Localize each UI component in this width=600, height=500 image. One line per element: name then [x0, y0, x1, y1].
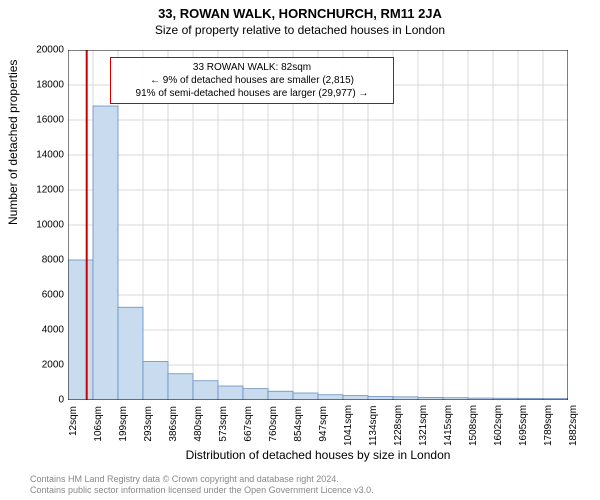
- annotation-line-2: ← 9% of detached houses are smaller (2,8…: [117, 74, 387, 87]
- annotation-line-1: 33 ROWAN WALK: 82sqm: [117, 61, 387, 74]
- x-tick-label: 480sqm: [193, 406, 204, 446]
- x-tick-label: 12sqm: [68, 406, 79, 446]
- footer-line-1: Contains HM Land Registry data © Crown c…: [30, 474, 374, 485]
- x-tick-label: 1882sqm: [568, 406, 579, 446]
- x-tick-label: 1695sqm: [518, 406, 529, 446]
- histogram-bar: [68, 260, 93, 400]
- x-tick-label: 1602sqm: [493, 406, 504, 446]
- x-tick-label: 760sqm: [268, 406, 279, 446]
- y-tick-label: 2000: [4, 360, 64, 371]
- y-tick-label: 18000: [4, 80, 64, 91]
- y-tick-label: 8000: [4, 255, 64, 266]
- x-tick-label: 1321sqm: [418, 406, 429, 446]
- y-tick-label: 6000: [4, 290, 64, 301]
- histogram-bar: [193, 381, 218, 400]
- x-tick-label: 1041sqm: [343, 406, 354, 446]
- x-tick-label: 386sqm: [168, 406, 179, 446]
- chart-title: 33, ROWAN WALK, HORNCHURCH, RM11 2JA: [0, 0, 600, 21]
- x-tick-label: 667sqm: [243, 406, 254, 446]
- histogram-bar: [143, 362, 168, 401]
- x-tick-label: 1134sqm: [368, 406, 379, 446]
- y-tick-label: 0: [4, 395, 64, 406]
- y-tick-label: 14000: [4, 150, 64, 161]
- footer-attribution: Contains HM Land Registry data © Crown c…: [30, 474, 374, 496]
- histogram-bar: [168, 374, 193, 400]
- histogram-bar: [118, 307, 143, 400]
- y-tick-label: 12000: [4, 185, 64, 196]
- histogram-bar: [293, 393, 318, 400]
- x-tick-label: 573sqm: [218, 406, 229, 446]
- x-tick-label: 854sqm: [293, 406, 304, 446]
- histogram-bar: [218, 386, 243, 400]
- x-tick-label: 1415sqm: [443, 406, 454, 446]
- histogram-bar: [243, 389, 268, 400]
- x-axis-label: Distribution of detached houses by size …: [68, 448, 568, 462]
- histogram-bar: [268, 391, 293, 400]
- x-tick-label: 1228sqm: [393, 406, 404, 446]
- x-tick-label: 1508sqm: [468, 406, 479, 446]
- x-tick-label: 199sqm: [118, 406, 129, 446]
- annotation-callout: 33 ROWAN WALK: 82sqm ← 9% of detached ho…: [110, 57, 394, 104]
- y-tick-label: 4000: [4, 325, 64, 336]
- histogram-bar: [93, 106, 118, 400]
- x-tick-label: 1789sqm: [543, 406, 554, 446]
- x-tick-label: 106sqm: [93, 406, 104, 446]
- y-tick-label: 10000: [4, 220, 64, 231]
- x-tick-label: 293sqm: [143, 406, 154, 446]
- footer-line-2: Contains public sector information licen…: [30, 485, 374, 496]
- x-tick-label: 947sqm: [318, 406, 329, 446]
- annotation-line-3: 91% of semi-detached houses are larger (…: [117, 87, 387, 100]
- histogram-bar: [318, 395, 343, 400]
- chart-subtitle: Size of property relative to detached ho…: [0, 21, 600, 37]
- y-tick-label: 16000: [4, 115, 64, 126]
- y-tick-label: 20000: [4, 45, 64, 56]
- histogram-bar: [343, 396, 368, 400]
- histogram-bar: [368, 397, 393, 401]
